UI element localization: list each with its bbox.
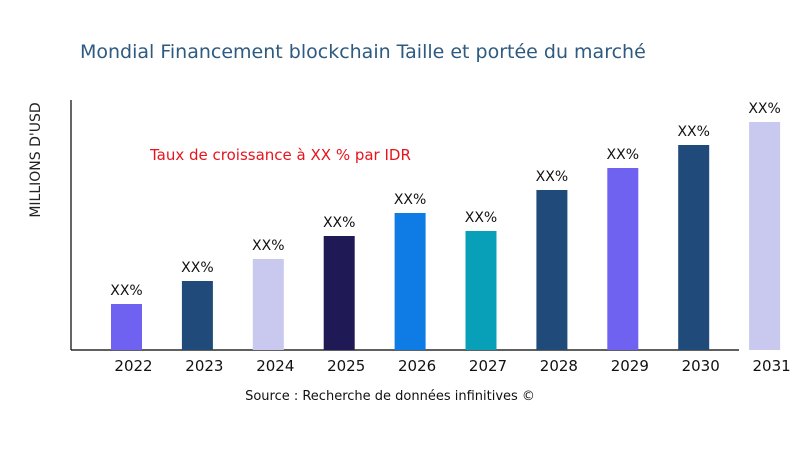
- x-tick-label-2024: 2024: [256, 357, 294, 375]
- x-tick-label-2030: 2030: [682, 357, 720, 375]
- data-label-2028: XX%: [536, 169, 568, 185]
- x-tick-label-2025: 2025: [327, 357, 365, 375]
- data-label-2022: XX%: [110, 283, 142, 299]
- data-label-2023: XX%: [181, 260, 213, 276]
- bar-2023: [181, 281, 213, 350]
- x-tick-label-2029: 2029: [611, 357, 649, 375]
- data-label-2027: XX%: [465, 210, 497, 226]
- data-label-2025: XX%: [323, 215, 355, 231]
- x-tick-label-2028: 2028: [540, 357, 578, 375]
- growth-annotation: Taux de croissance à XX % par IDR: [149, 146, 411, 164]
- bar-2024: [252, 259, 284, 350]
- x-tick-label-2027: 2027: [469, 357, 507, 375]
- bar-2027: [465, 231, 497, 350]
- bar-2031: [749, 122, 781, 350]
- bar-2030: [678, 145, 710, 350]
- x-tick-label-2022: 2022: [114, 357, 152, 375]
- x-tick-label-2031: 2031: [753, 357, 791, 375]
- bar-2028: [536, 190, 568, 350]
- bar-2022: [111, 304, 142, 350]
- x-tick-label-2026: 2026: [398, 357, 436, 375]
- data-label-2026: XX%: [394, 192, 426, 208]
- data-label-2024: XX%: [252, 238, 284, 254]
- x-tick-label-2023: 2023: [185, 357, 223, 375]
- source-note: Source : Recherche de données infinitive…: [245, 389, 535, 404]
- bar-2025: [323, 236, 355, 350]
- data-label-2031: XX%: [748, 101, 780, 117]
- data-label-2030: XX%: [677, 124, 709, 140]
- data-label-2029: XX%: [607, 147, 639, 163]
- chart-title: Mondial Financement blockchain Taille et…: [80, 41, 646, 63]
- y-axis-label: MILLIONS D'USD: [28, 102, 44, 217]
- bar-2026: [394, 213, 426, 350]
- bar-2029: [607, 168, 639, 350]
